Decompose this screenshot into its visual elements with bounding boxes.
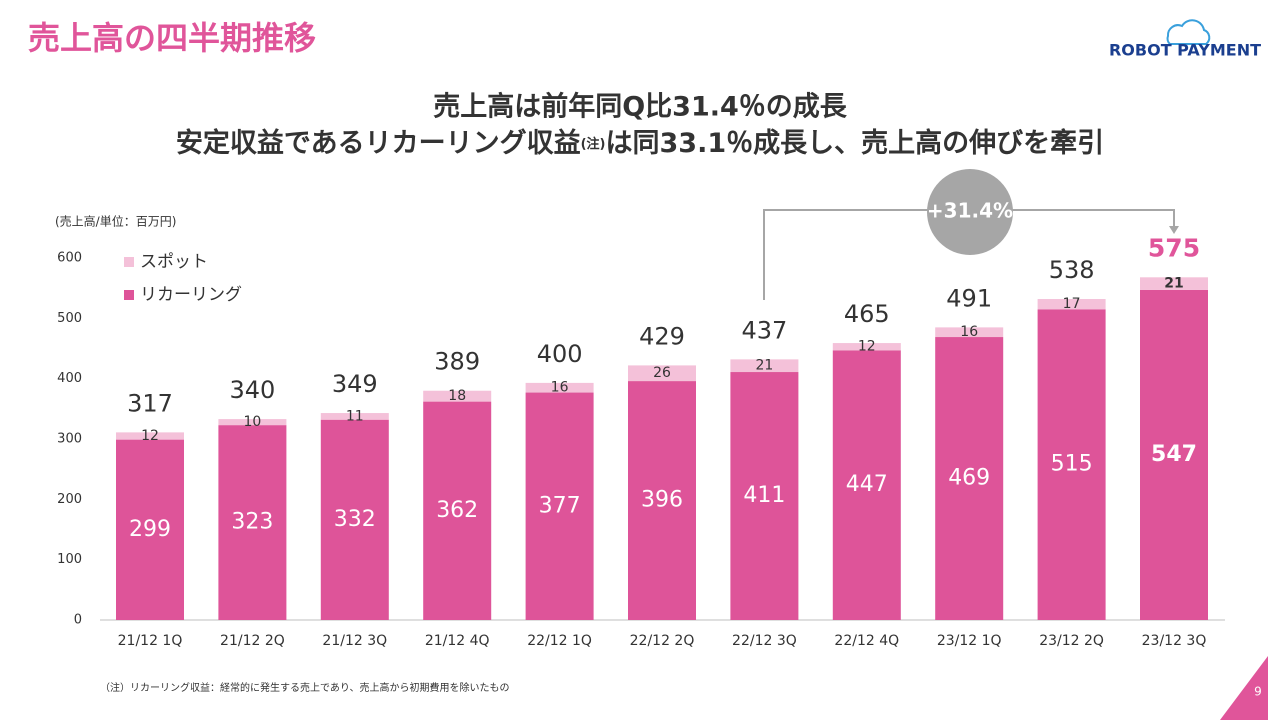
value-label: 12 — [141, 428, 159, 444]
bar-segment — [218, 419, 287, 426]
legend-label: スポット — [140, 252, 208, 272]
unit-label: (売上高/単位：百万円) — [55, 214, 176, 229]
value-label: 469 — [948, 466, 990, 491]
bar-segment — [525, 392, 594, 620]
value-label: 323 — [231, 510, 273, 535]
total-label: 491 — [946, 284, 992, 312]
bar-segment — [730, 359, 799, 373]
value-label: 11 — [346, 408, 364, 424]
bar-segment — [1037, 299, 1106, 310]
value-label: 17 — [1063, 296, 1081, 312]
note-mark: (注) — [581, 136, 606, 152]
total-label: 340 — [229, 376, 275, 404]
y-tick-label: 200 — [57, 492, 82, 507]
bar-segment — [423, 401, 492, 620]
bar-segment — [116, 432, 184, 440]
value-label: 12 — [858, 339, 876, 355]
legend-label: リカーリング — [140, 285, 242, 305]
bar-segment — [628, 365, 696, 382]
value-label: 547 — [1151, 442, 1197, 467]
y-tick-label: 600 — [57, 251, 82, 266]
x-tick-label: 21/12 2Q — [220, 633, 285, 649]
growth-badge — [927, 169, 1013, 255]
total-label: 400 — [537, 340, 583, 368]
value-label: 447 — [846, 472, 888, 497]
y-tick-label: 500 — [57, 311, 82, 326]
bar-segment — [1037, 309, 1106, 620]
headline-part: 安定収益であるリカーリング収益 — [176, 127, 581, 159]
bar-segment — [1140, 289, 1208, 620]
value-label: 515 — [1051, 452, 1093, 477]
total-label: 429 — [639, 322, 685, 350]
y-tick-label: 400 — [57, 371, 82, 386]
slide-title: 売上高の四半期推移 — [28, 19, 316, 57]
total-label: 389 — [434, 348, 480, 376]
logo: ROBOT PAYMENT — [1109, 41, 1261, 60]
bar-segment — [1140, 277, 1208, 290]
bar-segment — [935, 327, 1004, 338]
bar-segment — [320, 419, 389, 620]
x-tick-label: 21/12 4Q — [425, 633, 490, 649]
value-label: 396 — [641, 488, 683, 513]
value-label: 16 — [551, 380, 569, 396]
total-label: 437 — [741, 316, 787, 344]
total-label: 575 — [1148, 233, 1200, 262]
x-tick-label: 22/12 1Q — [527, 633, 592, 649]
bar-segment — [525, 382, 594, 393]
x-tick-label: 23/12 2Q — [1039, 633, 1104, 649]
legend-swatch — [124, 290, 134, 300]
bar-segment — [832, 350, 901, 620]
total-label: 349 — [332, 370, 378, 398]
bar-segment — [628, 381, 696, 620]
legend-swatch — [124, 257, 134, 267]
y-tick-label: 0 — [74, 613, 82, 628]
x-tick-label: 22/12 2Q — [630, 633, 695, 649]
value-label: 16 — [960, 324, 978, 340]
bar-segment — [320, 413, 389, 420]
bar-segment — [218, 425, 287, 620]
value-label: 21 — [755, 358, 773, 374]
value-label: 377 — [539, 493, 581, 518]
x-tick-label: 22/12 4Q — [834, 633, 899, 649]
page-number: 9 — [1254, 685, 1262, 699]
bar-segment — [423, 390, 492, 402]
x-tick-label: 21/12 1Q — [118, 633, 183, 649]
logo-cloud — [1166, 19, 1211, 45]
bar-segment — [935, 337, 1004, 620]
page-corner — [1220, 656, 1268, 720]
y-tick-label: 300 — [57, 432, 82, 447]
bar-segment — [730, 372, 799, 620]
headline: 売上高は前年同Q比31.4％の成長 — [433, 91, 848, 123]
bar-segment — [116, 439, 184, 620]
growth-text: +31.4% — [927, 199, 1013, 223]
x-tick-label: 21/12 3Q — [322, 633, 387, 649]
value-label: 362 — [436, 498, 478, 523]
arrow-head — [1169, 226, 1179, 234]
value-label: 21 — [1164, 276, 1183, 292]
x-tick-label: 23/12 3Q — [1142, 633, 1207, 649]
total-label: 317 — [127, 389, 173, 417]
value-label: 10 — [243, 414, 261, 430]
headline: 安定収益であるリカーリング収益(注)は同33.1％成長し、売上高の伸びを牽引 — [176, 127, 1104, 159]
total-label: 538 — [1049, 256, 1095, 284]
footnote: （注）リカーリング収益：経常的に発生する売上であり、売上高から初期費用を除いたも… — [100, 681, 510, 694]
bar-segment — [832, 343, 901, 351]
headline-part: は同33.1％成長し、売上高の伸びを牽引 — [606, 127, 1105, 159]
x-tick-label: 23/12 1Q — [937, 633, 1002, 649]
value-label: 411 — [743, 483, 785, 508]
value-label: 18 — [448, 388, 466, 404]
y-tick-label: 100 — [57, 552, 82, 567]
x-tick-label: 22/12 3Q — [732, 633, 797, 649]
value-label: 332 — [334, 507, 376, 532]
total-label: 465 — [844, 300, 890, 328]
value-label: 299 — [129, 517, 171, 542]
value-label: 26 — [653, 365, 671, 381]
